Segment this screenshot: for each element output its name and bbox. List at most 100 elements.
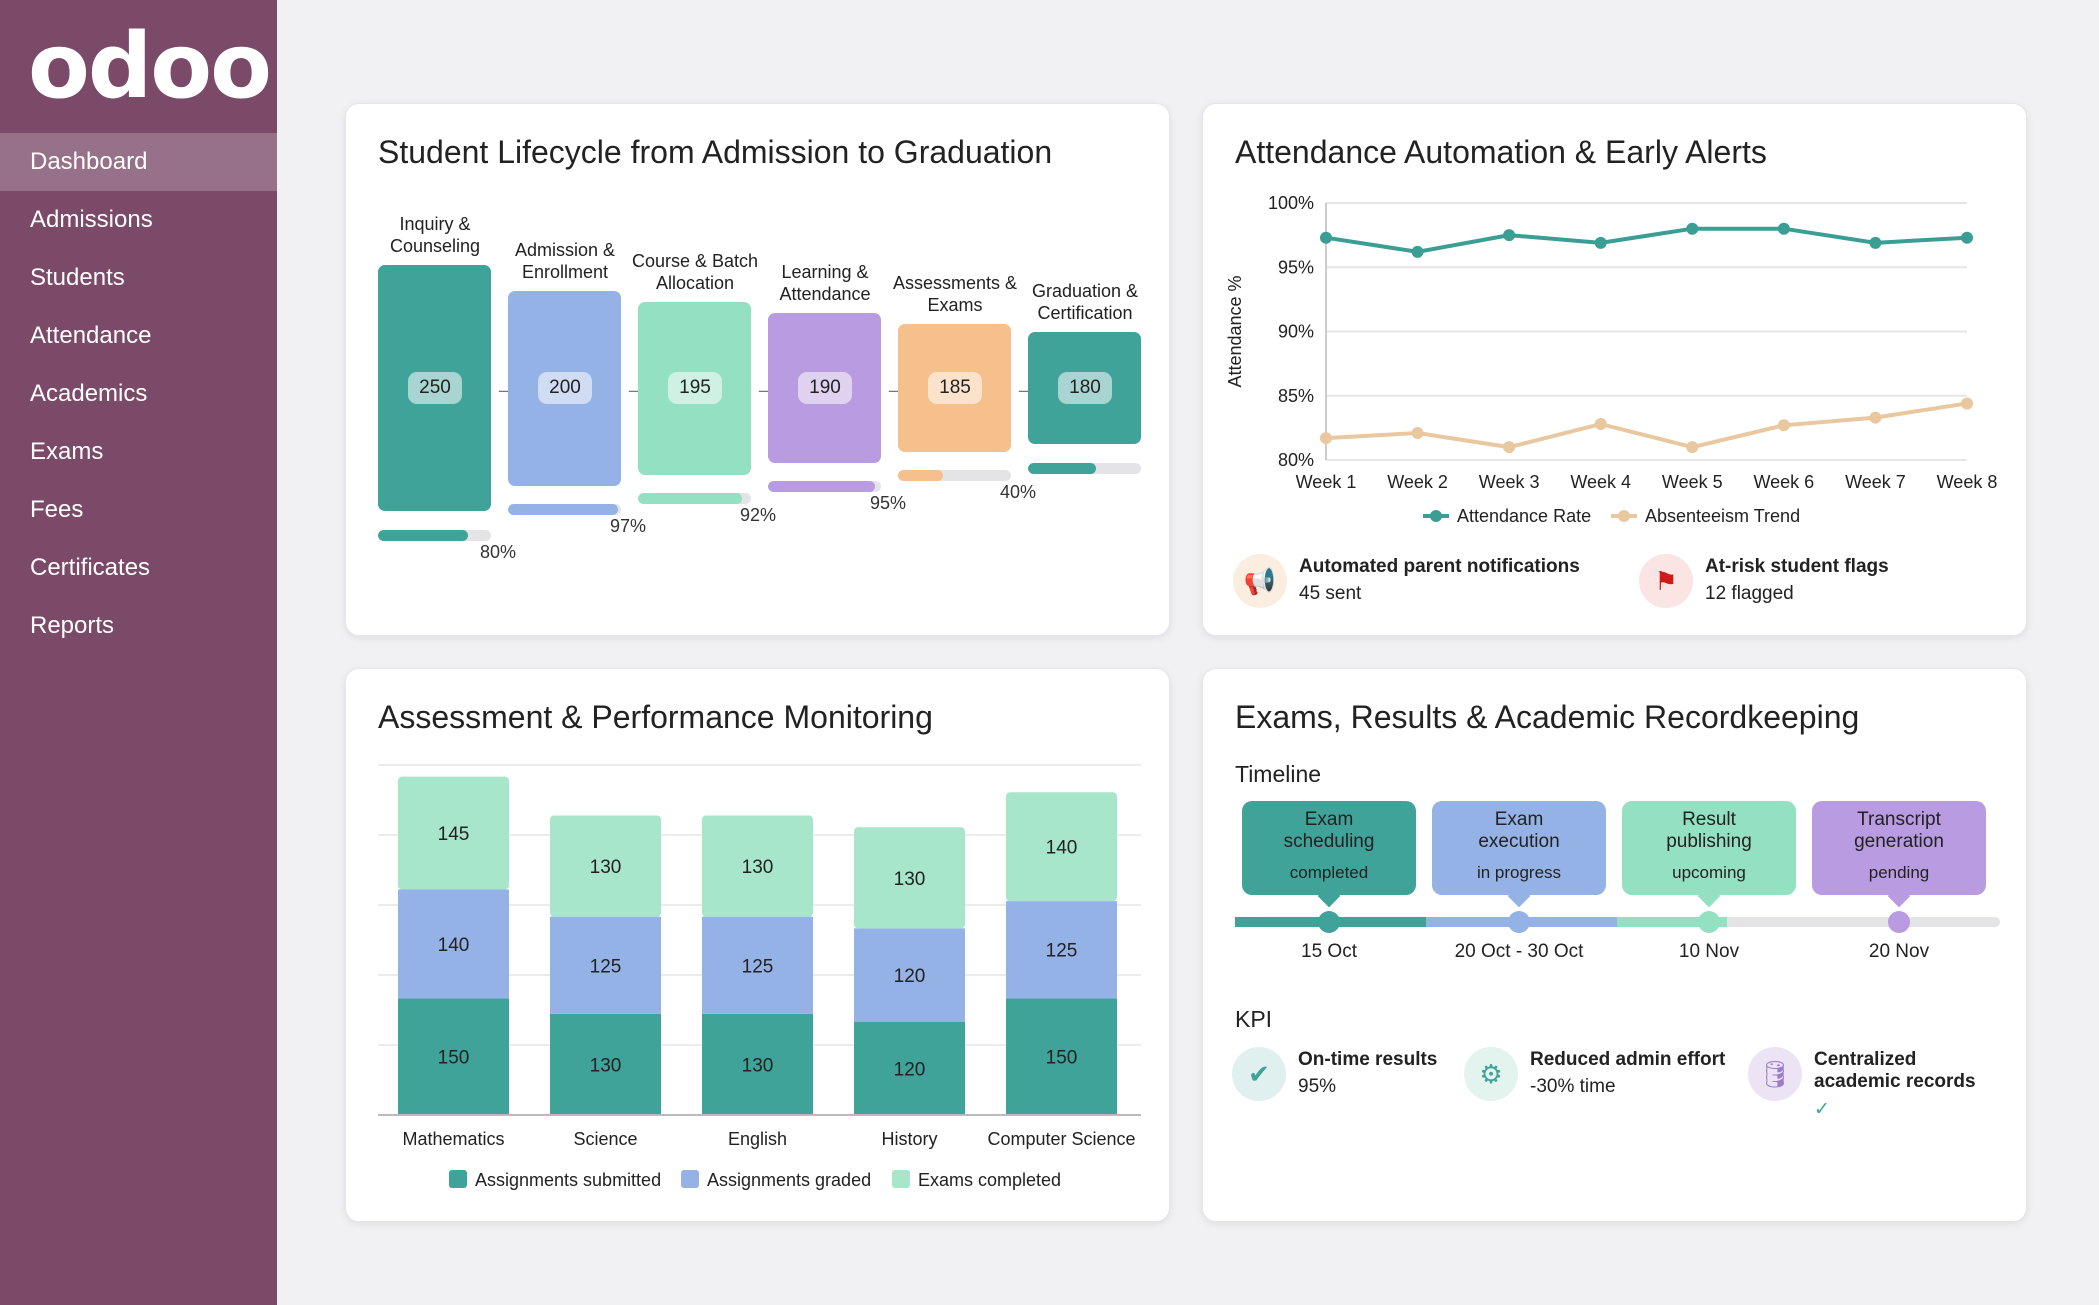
step-status: completed xyxy=(1289,863,1369,882)
megaphone-icon: 📢 xyxy=(1233,554,1287,608)
sidebar: odoo Dashboard Admissions Students Attendan… xyxy=(0,0,277,1305)
stage-bar[interactable]: 180 xyxy=(1028,332,1141,444)
sidebar-item-certificates[interactable]: Certificates xyxy=(30,554,151,581)
bar-value-label: 120 xyxy=(894,966,926,987)
stage-count: 185 xyxy=(928,372,982,404)
stage-count: 250 xyxy=(408,372,462,404)
timeline-dot xyxy=(1698,911,1720,933)
bar-value-label: 130 xyxy=(742,857,774,878)
conversion-progress xyxy=(1028,463,1141,474)
y-tick-label: 95% xyxy=(1278,257,1314,277)
x-tick-label: English xyxy=(728,1129,787,1149)
data-point[interactable] xyxy=(1869,411,1882,424)
bar-segment[interactable] xyxy=(854,827,965,929)
bar-segment[interactable] xyxy=(854,928,965,1022)
sidebar-item-admissions[interactable]: Admissions xyxy=(30,206,153,233)
legend-label: Assignments graded xyxy=(707,1170,871,1190)
sidebar-item-academics[interactable]: Academics xyxy=(30,380,148,407)
step-label: Result publishing xyxy=(1666,809,1752,852)
sidebar-item-dashboard[interactable]: Dashboard xyxy=(0,133,277,191)
data-point[interactable] xyxy=(1594,418,1607,431)
x-tick-label: History xyxy=(881,1129,937,1149)
legend-label: Absenteeism Trend xyxy=(1645,506,1800,526)
flags-label: At-risk student flags xyxy=(1705,556,1889,577)
bar-segment[interactable] xyxy=(398,776,509,890)
conversion-pct: 40% xyxy=(1000,482,1037,502)
step-date: 20 Oct - 30 Oct xyxy=(1454,941,1584,962)
step-date: 15 Oct xyxy=(1301,941,1357,962)
stage-bar[interactable]: 195 xyxy=(638,302,751,475)
bar-value-label: 120 xyxy=(894,1059,926,1080)
bar-value-label: 150 xyxy=(438,1048,470,1069)
data-point[interactable] xyxy=(1686,222,1699,235)
stage-bar[interactable]: 250 xyxy=(378,265,491,511)
kpi-value: -30% time xyxy=(1530,1076,1616,1097)
sidebar-item-fees[interactable]: Fees xyxy=(30,496,84,523)
bar-segment[interactable] xyxy=(398,998,509,1115)
flag-icon: ⚑ xyxy=(1639,554,1693,608)
bar-segment[interactable] xyxy=(702,815,813,917)
x-tick-label: Computer Science xyxy=(987,1129,1135,1149)
x-tick-label: Week 8 xyxy=(1937,472,1998,492)
data-point[interactable] xyxy=(1594,236,1607,249)
data-point[interactable] xyxy=(1777,419,1790,432)
step-status: pending xyxy=(1868,863,1930,882)
bar-segment[interactable] xyxy=(854,1021,965,1115)
bar-segment[interactable] xyxy=(550,1013,661,1115)
step-label: Transcript generation xyxy=(1854,809,1944,852)
bar-segment[interactable] xyxy=(550,815,661,917)
bar-value-label: 125 xyxy=(1046,941,1078,962)
x-tick-label: Week 5 xyxy=(1662,472,1723,492)
data-point[interactable] xyxy=(1869,236,1882,249)
timeline-step[interactable]: Result publishing upcoming xyxy=(1622,801,1796,895)
data-point[interactable] xyxy=(1777,222,1790,235)
sidebar-item-students[interactable]: Students xyxy=(30,264,125,291)
stage-label: Graduation & Certification xyxy=(1031,281,1139,323)
sidebar-item-exams[interactable]: Exams xyxy=(30,438,104,465)
bar-segment[interactable] xyxy=(550,916,661,1014)
x-tick-label: Mathematics xyxy=(402,1129,504,1149)
data-point[interactable] xyxy=(1411,245,1424,258)
stage-bar[interactable]: 190 xyxy=(768,313,881,463)
bar-value-label: 125 xyxy=(590,956,622,977)
data-point[interactable] xyxy=(1411,427,1424,440)
data-point[interactable] xyxy=(1503,441,1516,454)
data-point[interactable] xyxy=(1686,441,1699,454)
stage-count: 190 xyxy=(798,372,852,404)
data-point[interactable] xyxy=(1961,231,1973,244)
sidebar-item-reports[interactable]: Reports xyxy=(30,612,115,639)
data-point[interactable] xyxy=(1320,231,1332,244)
bar-segment[interactable] xyxy=(1006,792,1117,902)
stage-bar[interactable]: 200 xyxy=(508,291,621,486)
flags-stat: At-risk student flags 12 flagged xyxy=(1705,556,1889,605)
data-point[interactable] xyxy=(1503,229,1516,242)
timeline-step[interactable]: Transcript generation pending xyxy=(1812,801,1986,895)
kpi-label: Centralized academic records xyxy=(1814,1049,1976,1092)
stage-count: 200 xyxy=(538,372,592,404)
bar-segment[interactable] xyxy=(702,1013,813,1115)
step-date: 10 Nov xyxy=(1678,941,1740,962)
odoo-logo[interactable]: odoo xyxy=(28,14,272,119)
bar-segment[interactable] xyxy=(1006,901,1117,999)
legend-swatch xyxy=(449,1170,467,1188)
bar-segment[interactable] xyxy=(398,889,509,999)
conversion-pct: 97% xyxy=(610,516,647,536)
y-tick-label: 80% xyxy=(1278,450,1314,470)
sidebar-item-attendance[interactable]: Attendance xyxy=(30,322,152,349)
conversion-progress xyxy=(768,481,881,492)
step-status: in progress xyxy=(1476,863,1562,882)
data-point[interactable] xyxy=(1961,397,1973,410)
bar-segment[interactable] xyxy=(702,916,813,1014)
data-point[interactable] xyxy=(1320,432,1332,445)
bar-value-label: 140 xyxy=(438,935,470,956)
step-label: Exam scheduling xyxy=(1283,809,1375,852)
bar-segment[interactable] xyxy=(1006,998,1117,1115)
timeline-dot xyxy=(1888,911,1910,933)
stage-bar[interactable]: 185 xyxy=(898,324,1011,452)
arrow-right-icon: → xyxy=(883,371,911,402)
kpi-label: On-time results xyxy=(1298,1049,1438,1070)
notifications-stat: Automated parent notifications 45 sent xyxy=(1299,556,1580,605)
stage-label: Learning & Attendance xyxy=(779,262,871,304)
timeline-step[interactable]: Exam execution in progress xyxy=(1432,801,1606,895)
timeline-step[interactable]: Exam scheduling completed xyxy=(1242,801,1416,895)
